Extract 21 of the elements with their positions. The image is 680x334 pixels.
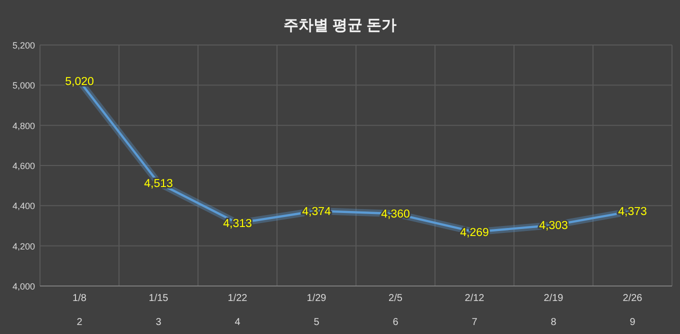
y-tick-label: 5,200 [12, 40, 35, 50]
y-tick-label: 5,000 [12, 80, 35, 91]
category-label: 2/12 7 [464, 293, 484, 328]
data-label: 4,303 [539, 220, 568, 232]
category-label: 2/19 8 [544, 293, 564, 328]
y-tick-label: 4,000 [12, 282, 35, 292]
category-label: 1/22 4 [228, 293, 248, 328]
data-label: 4,360 [381, 208, 410, 221]
category-label: 2/5 6 [388, 293, 402, 328]
data-label: 4,269 [460, 226, 489, 239]
y-tick-label: 4,800 [12, 120, 35, 131]
category-label: 1/15 3 [148, 293, 168, 328]
category-label: 1/29 5 [306, 293, 326, 328]
data-label: 4,373 [618, 206, 647, 218]
category-label: 1/8 2 [72, 293, 86, 328]
y-tick-label: 4,400 [12, 201, 35, 212]
chart-title: 주차별 평균 돈가 [283, 17, 397, 34]
y-tick-label: 4,600 [12, 161, 35, 171]
data-label: 4,374 [302, 206, 332, 218]
y-tick-label: 4,200 [12, 241, 35, 252]
category-label: 2/26 9 [622, 293, 642, 328]
